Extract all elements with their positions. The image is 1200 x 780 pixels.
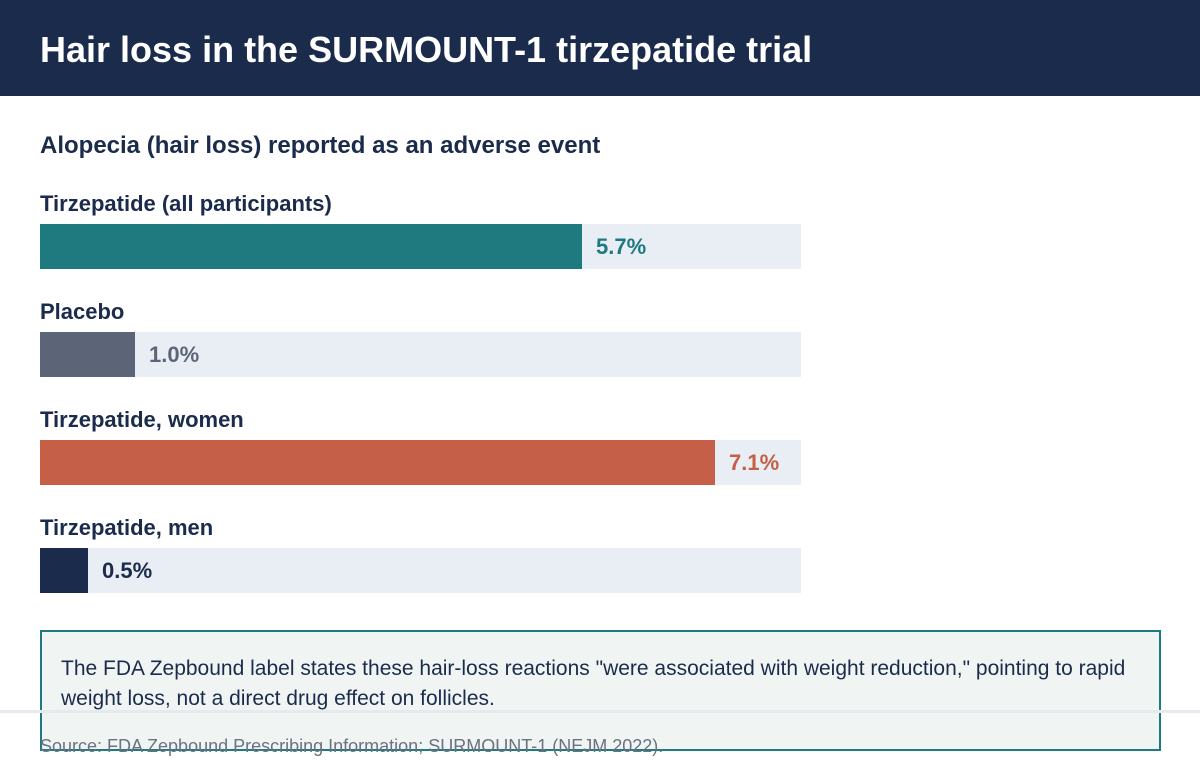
- bar-value-label: 7.1%: [729, 450, 780, 475]
- bar-value-label: 1.0%: [149, 342, 200, 367]
- bar-value-label: 0.5%: [102, 558, 153, 583]
- bar: [40, 332, 135, 377]
- page-title: Hair loss in the SURMOUNT-1 tirzepatide …: [40, 29, 813, 70]
- bar-track: 7.1%: [40, 440, 801, 485]
- bar-row: Tirzepatide, women 7.1%: [40, 406, 801, 496]
- source-citation: Source: FDA Zepbound Prescribing Informa…: [40, 736, 664, 756]
- bar-track: 1.0%: [40, 332, 801, 377]
- bar-category-label: Placebo: [40, 299, 125, 324]
- bar-row: Placebo 1.0%: [40, 298, 801, 388]
- header-banner: Hair loss in the SURMOUNT-1 tirzepatide …: [0, 0, 1200, 96]
- bar: [40, 224, 582, 269]
- bar-value-label: 5.7%: [596, 234, 647, 259]
- bar: [40, 548, 88, 593]
- note-text: The FDA Zepbound label states these hair…: [61, 657, 1126, 710]
- bar-category-label: Tirzepatide, men: [40, 515, 214, 540]
- chart-title: Alopecia (hair loss) reported as an adve…: [40, 132, 601, 159]
- bar-row: Tirzepatide (all participants) 5.7%: [40, 190, 801, 280]
- source-divider: [0, 710, 1200, 713]
- note-box: The FDA Zepbound label states these hair…: [40, 630, 1161, 751]
- bar-category-label: Tirzepatide, women: [40, 407, 244, 432]
- bar: [40, 440, 715, 485]
- bar-row: Tirzepatide, men 0.5%: [40, 514, 801, 604]
- bar-track: 0.5%: [40, 548, 801, 593]
- bar-track: 5.7%: [40, 224, 801, 269]
- bar-category-label: Tirzepatide (all participants): [40, 191, 332, 216]
